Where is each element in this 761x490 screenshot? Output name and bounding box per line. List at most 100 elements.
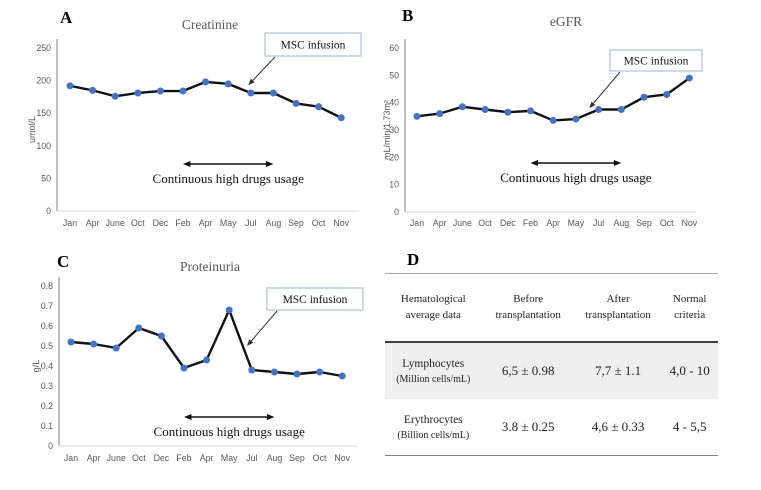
x-tick-label: May [568,218,585,228]
x-tick-label: Jul [246,453,257,463]
value-after: 7,7 ± 1.1 [595,363,642,378]
data-point [156,87,164,95]
x-tick-label: Apr [200,453,214,463]
y-tick-label: 150 [36,108,51,118]
y-tick-label: 0 [394,207,399,217]
parameter-name: Lymphocytes [402,357,465,370]
x-tick-label: May [221,453,238,463]
x-tick-label: Feb [523,218,538,228]
x-tick-label: Nov [682,218,698,228]
col-header-after: After transplantation [585,293,651,321]
data-point [134,89,142,97]
y-tick-label: 40 [389,98,399,108]
value-after: 4,6 ± 0.33 [591,419,645,434]
data-point [663,90,671,98]
x-tick-label: Apr [546,218,560,228]
data-point [269,89,277,97]
value-normal: 4 - 5,5 [672,419,707,434]
series-line [69,80,342,119]
data-point [595,106,603,113]
x-tick-label: Oct [312,218,326,228]
hematology-table: Hematological average data Before transp… [385,273,718,456]
x-tick-label: Aug [613,218,629,228]
arrowhead-left-icon [184,414,192,420]
x-tick-label: Nov [333,218,349,228]
data-point [225,306,233,314]
value-before: 6,5 ± 0.98 [501,363,555,378]
creatinine-chart: 0 50 100 150 200 250 umol/L Jan Apr June Oct Dec Feb… [27,17,362,228]
y-tick-label: 20 [389,152,399,162]
data-point [270,368,278,376]
col-header-before: Before transplantation [495,293,561,321]
x-tick-label: Jan [64,453,78,463]
data-point [292,99,300,107]
data-point [527,107,534,115]
data-point [224,80,232,88]
y-tick-label: 0.5 [41,341,53,351]
col-header-parameter: Hematological average data [400,293,466,321]
x-tick-label: Feb [175,218,190,228]
data-point [203,356,211,364]
arrowhead-down-icon [248,78,255,86]
y-tick-label: 0.7 [41,301,53,311]
table-row-lymphocytes: Lymphocytes (Million cells/mL) 6,5 ± 0.9… [385,343,718,399]
y-axis-label: mL/min/1.73m² [382,100,392,160]
data-point [338,372,346,380]
chart-title: eGFR [550,14,582,29]
data-point [66,82,74,90]
msc-infusion-box [264,32,362,57]
value-normal: 4,0 - 10 [669,363,710,378]
x-tick-label: Jan [63,218,77,228]
row-parameter: Erythrocytes (Billion cells/mL) [385,414,482,441]
data-point [90,340,98,348]
x-tick-label: Dec [500,218,516,228]
arrowhead-down-icon [589,101,596,109]
series-line [416,77,691,122]
panel-label-d: D [407,250,420,269]
data-point [504,108,512,116]
x-tick-label: Aug [266,218,282,228]
msc-infusion-label: MSC infusion [281,40,346,52]
data-point [179,87,187,95]
parameter-unit: (Billion cells/mL) [397,429,470,441]
panel-a: A 0 50 100 150 200 250 umol/L Jan Apr June Oct Dec F… [0,0,380,245]
row-parameter: Lymphocytes (Million cells/mL) [385,358,482,385]
data-point [315,103,323,111]
table-header-row: Hematological average data Before transp… [385,274,718,343]
data-point [112,344,120,352]
msc-infusion-box [266,287,364,311]
y-tick-label: 0.1 [41,421,53,431]
y-tick-label: 200 [36,76,51,86]
x-tick-label: May [220,218,237,228]
msc-infusion-box [609,49,703,72]
drug-usage-label: Continuous high drugs usage [154,424,306,439]
y-tick-label: 0.8 [41,281,53,291]
msc-infusion-arrow [250,56,276,83]
data-point [685,74,693,82]
series-line [70,308,343,378]
data-point [67,338,75,346]
x-tick-label: Sep [636,218,652,228]
x-tick-label: June [106,218,125,228]
data-point [481,106,489,113]
data-point [247,89,255,97]
y-tick-label: 100 [36,141,51,151]
arrowhead-right-icon [266,414,275,420]
x-tick-label: Feb [176,453,191,463]
arrowhead-right-icon [613,160,622,166]
egfr-chart: 0 10 20 30 40 50 60 mL/min/1.73m² Jan Apr June Oct D… [382,14,703,228]
y-tick-label: 0.3 [41,381,53,391]
x-tick-label: Dec [154,453,170,463]
y-axis-label: g/L [31,360,41,373]
panel-label-c: C [57,252,70,271]
drug-usage-label: Continuous high drugs usage [153,171,305,186]
x-tick-label: Oct [478,218,492,228]
y-tick-label: 0.2 [41,401,53,411]
panel-d: D Hematological average data Before tran… [380,245,761,490]
x-tick-label: Jul [245,218,256,228]
x-tick-label: Apr [86,218,100,228]
chart-title: Proteinuria [180,259,240,274]
arrowhead-down-icon [247,339,254,346]
proteinuria-chart: 0 0.1 0.2 0.3 0.4 0.5 0.6 0.7 0.8 g/L Jan Apr June Oc… [31,259,364,463]
